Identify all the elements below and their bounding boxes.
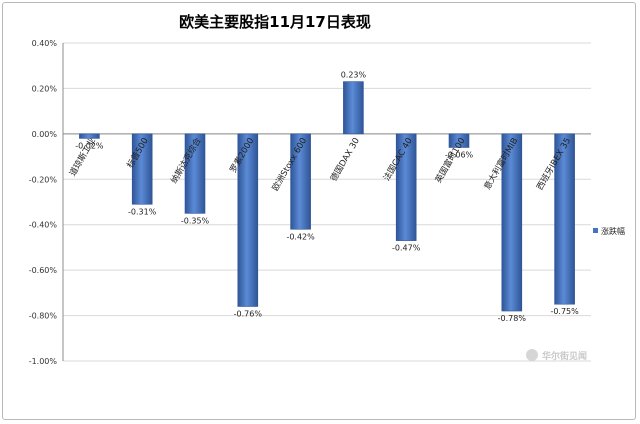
chart-title: 欧美主要股指11月17日表现 (179, 13, 371, 31)
y-axis-ticks: 0.40% 0.20% 0.00% -0.20% -0.40% -0.60% -0.80% -… (29, 39, 58, 366)
y-tick-label: -1.00% (29, 357, 58, 366)
data-label: -0.76% (234, 309, 263, 318)
bar (184, 133, 206, 214)
watermark-label: 华尔街见闻 (542, 350, 587, 362)
data-label: 0.23% (341, 71, 367, 80)
y-tick-label: 0.20% (32, 84, 58, 93)
y-tick-label: -0.20% (29, 175, 58, 184)
bar (448, 133, 470, 148)
chart-svg: 欧美主要股指11月17日表现 0.40% 0.20% 0.00% -0.20% -0.4… (29, 13, 625, 366)
bar (237, 133, 259, 307)
data-label: -0.35% (181, 216, 210, 225)
data-label: -0.02% (75, 141, 104, 150)
bar (290, 133, 311, 230)
bars (79, 81, 575, 312)
legend-label: 涨跌幅 (601, 226, 625, 236)
bar (343, 81, 364, 135)
legend-swatch (593, 228, 598, 233)
data-label: -0.31% (128, 207, 157, 216)
bar (554, 133, 575, 305)
data-label: -0.47% (392, 244, 421, 253)
chart-frame: 欧美主要股指11月17日表现 0.40% 0.20% 0.00% -0.20% -0.4… (2, 2, 636, 420)
bar (501, 133, 523, 312)
bar (395, 133, 417, 241)
value-labels: -0.02% -0.31% -0.35% -0.76% -0.42% 0.23% -0.47… (75, 71, 579, 323)
watermark-logo-icon (526, 349, 538, 361)
data-label: -0.75% (550, 307, 579, 316)
legend: 涨跌幅 (593, 226, 625, 236)
watermark: 华尔街见闻 (526, 349, 587, 362)
data-label: -0.06% (445, 150, 474, 159)
category-label: 德国DAX 30 (328, 136, 362, 184)
y-tick-label: 0.00% (32, 130, 58, 139)
bar (131, 133, 153, 205)
y-tick-label: -0.40% (29, 221, 58, 230)
bar (79, 133, 100, 139)
y-tick-label: -0.80% (29, 312, 58, 321)
data-label: -0.42% (286, 232, 315, 241)
y-tick-label: -0.60% (29, 266, 58, 275)
y-tick-label: 0.40% (32, 39, 58, 48)
data-label: -0.78% (498, 314, 527, 323)
